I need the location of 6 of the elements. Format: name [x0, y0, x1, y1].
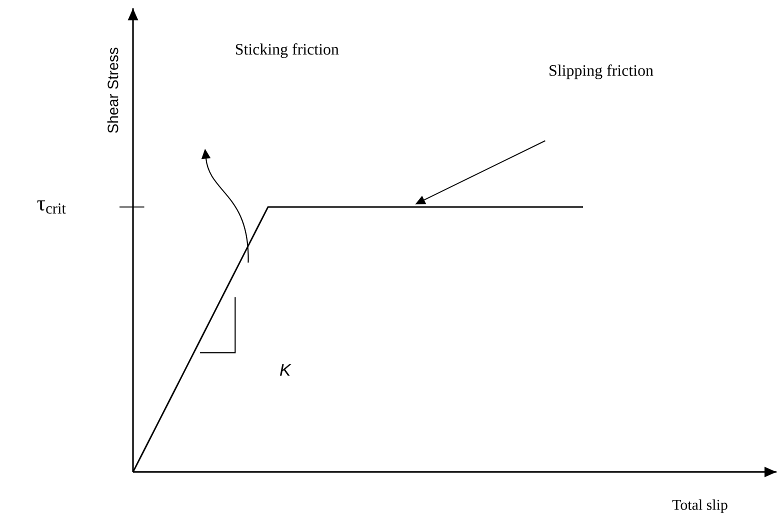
- y-axis-title: Shear Stress: [107, 48, 118, 133]
- text: Slipping friction: [550, 64, 654, 80]
- text: Sticking friction: [236, 43, 339, 58]
- text: τ$_{crit}$: [37, 200, 66, 214]
- x-axis-title: Total slip: [672, 499, 728, 513]
- annotation: K: [280, 364, 292, 376]
